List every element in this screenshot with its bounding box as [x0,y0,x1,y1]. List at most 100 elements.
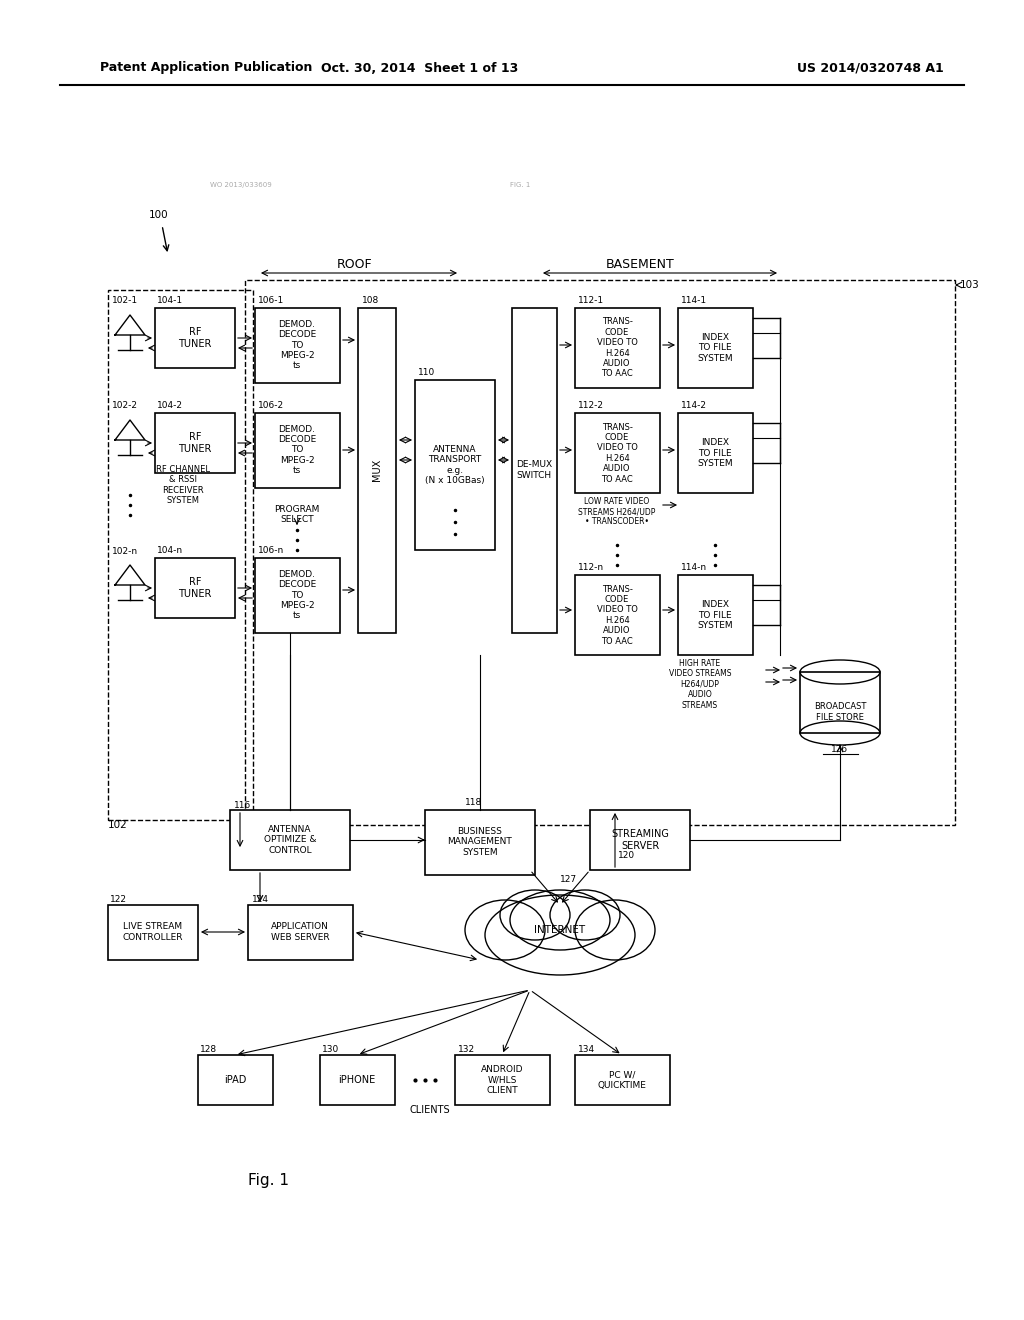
Text: 127: 127 [560,875,578,884]
Text: RF CHANNEL
& RSSI
RECEIVER
SYSTEM: RF CHANNEL & RSSI RECEIVER SYSTEM [156,465,210,506]
Text: ANDROID
W/HLS
CLIENT: ANDROID W/HLS CLIENT [480,1065,523,1094]
Ellipse shape [485,895,635,975]
Text: BROADCAST
FILE STORE: BROADCAST FILE STORE [814,702,866,722]
Text: 104-2: 104-2 [157,401,183,411]
Text: iPHONE: iPHONE [338,1074,376,1085]
Ellipse shape [465,900,545,960]
Text: TRANS-
CODE
VIDEO TO
H.264
AUDIO
TO AAC: TRANS- CODE VIDEO TO H.264 AUDIO TO AAC [597,422,637,483]
Bar [678,308,753,388]
Text: ROOF: ROOF [337,259,373,272]
Ellipse shape [575,900,655,960]
Text: 102: 102 [108,820,128,830]
Bar [455,1055,550,1105]
Text: DEMOD.
DECODE
TO
MPEG-2
ts: DEMOD. DECODE TO MPEG-2 ts [278,425,316,475]
Text: 116: 116 [234,801,251,810]
Text: WO 2013/033609: WO 2013/033609 [210,182,271,187]
Text: iPAD: iPAD [224,1074,246,1085]
Bar [678,576,753,655]
Text: APPLICATION
WEB SERVER: APPLICATION WEB SERVER [270,923,330,941]
Text: Oct. 30, 2014  Sheet 1 of 13: Oct. 30, 2014 Sheet 1 of 13 [322,62,518,74]
Text: 102-1: 102-1 [112,296,138,305]
Text: STREAMING
SERVER: STREAMING SERVER [611,829,669,851]
Bar [255,558,340,634]
Text: RF
TUNER: RF TUNER [178,432,212,454]
Text: 118: 118 [465,799,482,807]
Text: DEMOD.
DECODE
TO
MPEG-2
ts: DEMOD. DECODE TO MPEG-2 ts [278,570,316,620]
Text: 124: 124 [252,895,269,904]
Text: TRANS-
CODE
VIDEO TO
H.264
AUDIO
TO AAC: TRANS- CODE VIDEO TO H.264 AUDIO TO AAC [597,585,637,645]
Bar [155,308,234,368]
Text: Patent Application Publication: Patent Application Publication [100,62,312,74]
Text: RF
TUNER: RF TUNER [178,577,212,599]
Bar [108,906,198,960]
Text: BUSINESS
MANAGEMENT
SYSTEM: BUSINESS MANAGEMENT SYSTEM [447,828,512,857]
Text: 106-1: 106-1 [258,296,285,305]
Text: INDEX
TO FILE
SYSTEM: INDEX TO FILE SYSTEM [697,438,733,467]
Ellipse shape [550,890,620,940]
Text: INDEX
TO FILE
SYSTEM: INDEX TO FILE SYSTEM [697,601,733,630]
Bar [425,810,535,875]
Bar [248,906,353,960]
Text: 120: 120 [618,851,635,861]
Text: DE-MUX
SWITCH: DE-MUX SWITCH [516,461,552,479]
Bar [155,558,234,618]
Text: FIG. 1: FIG. 1 [510,182,530,187]
Ellipse shape [510,890,610,950]
Bar [575,308,660,388]
Text: 112-n: 112-n [578,564,604,572]
Text: 126: 126 [831,746,849,755]
Text: 114-n: 114-n [681,564,708,572]
Text: 110: 110 [418,368,435,378]
Text: 112-1: 112-1 [578,296,604,305]
Text: 103: 103 [961,280,980,290]
Text: 114-1: 114-1 [681,296,708,305]
Bar [575,413,660,492]
Bar [255,413,340,488]
Text: MUX: MUX [372,459,382,480]
Bar [678,413,753,492]
Text: BASEMENT: BASEMENT [605,259,675,272]
Text: 106-2: 106-2 [258,401,284,411]
Text: CLIENTS: CLIENTS [410,1105,451,1115]
Text: 102-2: 102-2 [112,401,138,411]
Text: INDEX
TO FILE
SYSTEM: INDEX TO FILE SYSTEM [697,333,733,363]
Text: INTERNET: INTERNET [535,925,586,935]
Text: US 2014/0320748 A1: US 2014/0320748 A1 [797,62,943,74]
Text: Fig. 1: Fig. 1 [248,1172,289,1188]
Bar [800,672,880,733]
Ellipse shape [500,890,570,940]
Text: 122: 122 [110,895,127,904]
Bar [198,1055,273,1105]
Bar [255,308,340,383]
Text: 112-2: 112-2 [578,401,604,411]
Text: 102-n: 102-n [112,546,138,556]
Bar [575,1055,670,1105]
Text: 130: 130 [322,1045,339,1053]
Text: 108: 108 [362,296,379,305]
Bar [108,290,253,820]
Text: PROGRAM
SELECT: PROGRAM SELECT [274,506,319,524]
Text: 100: 100 [150,210,169,220]
Text: PC W/
QUICKTIME: PC W/ QUICKTIME [598,1071,646,1090]
Bar [590,810,690,870]
Bar [512,308,557,634]
Bar [575,576,660,655]
Text: 134: 134 [578,1045,595,1053]
Bar [358,308,396,634]
Bar [319,1055,395,1105]
Text: 106-n: 106-n [258,546,285,554]
Text: DEMOD.
DECODE
TO
MPEG-2
ts: DEMOD. DECODE TO MPEG-2 ts [278,319,316,371]
Text: 104-n: 104-n [157,546,183,554]
Text: ANTENNA
TRANSPORT
e.g.
(N x 10GBas): ANTENNA TRANSPORT e.g. (N x 10GBas) [425,445,484,486]
Text: LIVE STREAM
CONTROLLER: LIVE STREAM CONTROLLER [123,923,183,941]
Text: 128: 128 [200,1045,217,1053]
Bar [155,413,234,473]
Text: 104-1: 104-1 [157,296,183,305]
Text: LOW RATE VIDEO
STREAMS H264/UDP: LOW RATE VIDEO STREAMS H264/UDP [579,498,655,516]
Text: RF
TUNER: RF TUNER [178,327,212,348]
Text: • TRANSCODER•: • TRANSCODER• [585,517,649,525]
Bar [245,280,955,825]
Text: HIGH RATE
VIDEO STREAMS
H264/UDP
AUDIO
STREAMS: HIGH RATE VIDEO STREAMS H264/UDP AUDIO S… [669,659,731,710]
Bar [415,380,495,550]
Text: TRANS-
CODE
VIDEO TO
H.264
AUDIO
TO AAC: TRANS- CODE VIDEO TO H.264 AUDIO TO AAC [597,318,637,379]
